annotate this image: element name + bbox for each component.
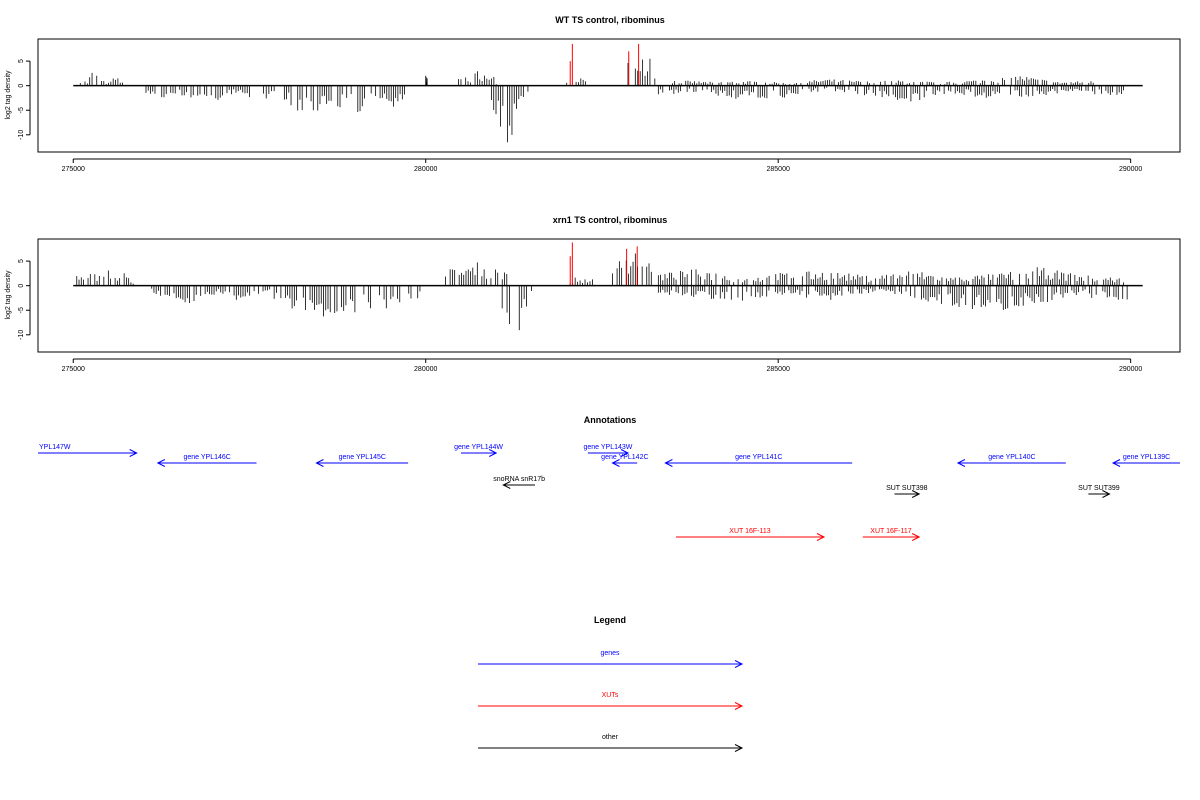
xrn1-bars [73,242,1143,331]
xrn1-x-tick-label: 280000 [414,366,437,373]
annotation-feature: gene YPL139C [1111,454,1180,467]
legend-items: genes XUTs other [478,650,744,752]
annotation-feature-label: gene YPL144W [454,444,503,451]
wt-x-tick-label: 285000 [767,166,790,173]
wt-y-tick-label: 5 [18,59,25,63]
annotation-features: YPL147W gene YPL146C gene YPL145C gene YPL1… [38,444,1180,541]
wt-x-tick-label: 290000 [1119,166,1142,173]
annotation-feature-arrowhead [315,459,324,467]
annotation-feature-arrowhead [502,481,511,489]
legend-item-arrowhead [734,660,744,668]
annotation-feature-label: XUT 16F-117 [870,528,911,535]
annotation-feature-label: gene YPL139C [1123,454,1170,461]
annotation-feature-arrowhead [611,459,620,467]
annotation-feature-arrowhead [488,449,498,457]
legend-item-arrowhead [734,744,744,752]
wt-y-axis: 5 0 -5 -10 [18,59,31,140]
annotation-feature: gene YPL144W [454,444,503,457]
xrn1-y-axis-label: log2 tag density [5,270,12,320]
annotation-feature-label: SUT SUT399 [1078,485,1120,492]
wt-x-axis: 275000 280000 285000 290000 [62,158,1142,173]
xrn1-y-tick-label: 5 [18,259,25,263]
annotation-feature-arrowhead [664,459,673,467]
legend-title: Legend [594,615,626,625]
xrn1-y-tick-label: -5 [18,307,25,313]
wt-plot-frame [37,38,1181,153]
annotation-feature-arrowhead [816,533,826,541]
annotation-feature-arrowhead [129,449,138,457]
xrn1-x-tick-label: 290000 [1119,366,1142,373]
annotation-feature-arrowhead [956,459,966,467]
legend-item-label: genes [600,650,620,657]
annotation-feature-arrowhead [156,459,166,467]
annotations-title: Annotations [584,415,637,425]
xrn1-y-tick-label: 0 [18,284,25,288]
annotation-feature-label: gene YPL140C [988,454,1035,461]
annotations-panel: Annotations YPL147W gene YPL146C gene YPL1… [38,415,1180,541]
annotation-feature: SUT SUT398 [886,485,928,498]
xrn1-panel: xrn1 TS control, ribominus log2 tag dens… [5,215,1181,373]
annotation-feature-arrowhead [1111,459,1121,467]
annotation-feature: snoRNA snR17b [493,476,545,489]
legend-item: other [478,734,744,752]
xrn1-x-axis: 275000 280000 285000 290000 [62,358,1142,373]
legend-panel: Legend genes XUTs other [478,615,744,752]
annotation-feature-label: snoRNA snR17b [493,476,545,483]
annotation-feature-label: gene YPL142C [601,454,648,461]
annotation-feature-label: gene YPL143W [583,444,632,451]
annotation-feature-arrowhead [911,490,921,498]
xrn1-x-tick-label: 285000 [767,366,790,373]
legend-item-label: other [602,734,619,741]
wt-y-tick-label: -5 [18,107,25,113]
annotation-feature-label: gene YPL146C [184,454,231,461]
xrn1-plot-frame [37,238,1181,353]
annotation-feature-arrowhead [1102,490,1111,498]
annotation-feature: YPL147W [38,444,138,457]
legend-item: genes [478,650,744,668]
legend-item-arrowhead [734,702,744,710]
annotation-feature: XUT 16F-117 [862,528,921,541]
annotation-feature-label: gene YPL141C [735,454,782,461]
annotation-feature: gene YPL146C [156,454,257,467]
xrn1-y-tick-label: -10 [18,330,25,340]
annotation-feature: gene YPL145C [315,454,409,467]
wt-y-tick-label: 0 [18,84,25,88]
annotation-feature: gene YPL143W [583,444,633,457]
annotation-feature-arrowhead [911,533,921,541]
annotation-feature-label: SUT SUT398 [886,485,928,492]
annotation-feature-arrowhead [620,449,630,457]
annotation-feature: XUT 16F-113 [675,528,826,541]
wt-y-axis-label: log2 tag density [5,70,12,120]
wt-y-tick-label: -10 [18,130,25,140]
legend-item-label: XUTs [602,692,619,699]
legend-item: XUTs [478,692,744,710]
wt-x-tick-label: 275000 [62,166,85,173]
wt-panel-title: WT TS control, ribominus [555,15,665,25]
annotation-feature: gene YPL142C [601,454,649,467]
annotation-feature: SUT SUT399 [1078,485,1120,498]
xrn1-panel-title: xrn1 TS control, ribominus [553,215,668,225]
wt-bars [73,43,1143,143]
annotation-feature-label: YPL147W [39,444,71,451]
xrn1-x-tick-label: 275000 [62,366,85,373]
annotation-feature-label: XUT 16F-113 [729,528,770,535]
annotation-feature: gene YPL140C [956,454,1066,467]
annotation-feature-label: gene YPL145C [339,454,386,461]
xrn1-y-axis: 5 0 -5 -10 [18,259,31,340]
annotation-feature: gene YPL141C [664,454,853,467]
wt-x-tick-label: 280000 [414,166,437,173]
wt-panel: WT TS control, ribominus log2 tag densit… [5,15,1181,173]
